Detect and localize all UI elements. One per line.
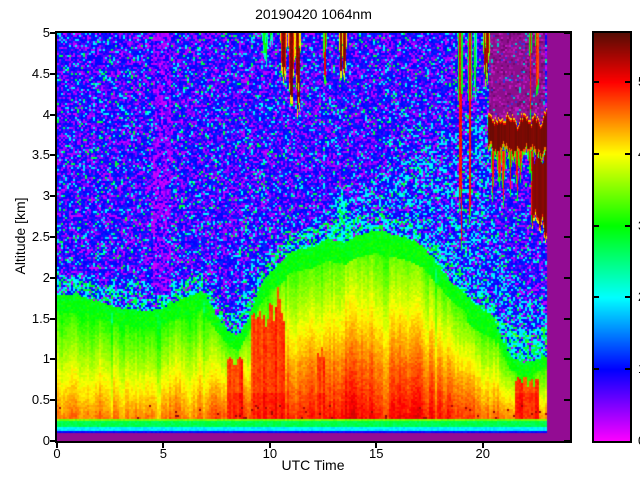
y-tick-mark-right	[564, 236, 570, 238]
x-axis-label: UTC Time	[281, 457, 345, 473]
colorbar-tick-label: 1	[638, 361, 640, 377]
y-tick-mark-right	[564, 154, 570, 157]
y-tick-label: 2.5	[31, 229, 50, 244]
y-tick-mark	[50, 195, 55, 198]
colorbar-canvas	[594, 33, 630, 441]
y-tick-mark	[50, 399, 55, 402]
y-tick-mark	[50, 236, 55, 238]
y-tick-mark	[50, 32, 55, 34]
x-tick-label: 20	[475, 446, 490, 461]
y-tick-mark	[50, 113, 55, 116]
colorbar	[592, 31, 632, 443]
y-tick-label: 1.5	[31, 310, 50, 326]
y-tick-mark-right	[564, 113, 570, 116]
y-tick-mark	[50, 317, 55, 320]
heatmap-canvas	[57, 33, 570, 441]
colorbar-tick-mark-right	[625, 152, 630, 155]
y-tick-mark-right	[564, 440, 570, 442]
x-tick-mark	[162, 443, 165, 448]
colorbar-tick-label: 4	[638, 146, 640, 162]
y-tick-label: 3.5	[31, 147, 50, 163]
x-tick-mark	[268, 443, 271, 448]
y-tick-label: 4.5	[31, 65, 50, 81]
y-tick-label: 0.5	[31, 392, 50, 408]
y-tick-label: 0	[42, 433, 50, 448]
y-tick-mark-right	[564, 317, 570, 320]
colorbar-tick-label: 0	[638, 433, 640, 449]
x-tick-label: 5	[159, 446, 168, 461]
y-tick-mark	[50, 440, 55, 442]
chart-title: 20190420 1064nm	[255, 6, 372, 22]
colorbar-tick-mark-right	[625, 80, 630, 83]
plot-area	[55, 31, 572, 443]
x-tick-label: 15	[369, 446, 384, 461]
colorbar-tick-mark-left	[594, 296, 599, 299]
colorbar-tick-mark-left	[594, 80, 599, 83]
y-tick-label: 3	[42, 188, 50, 204]
y-tick-mark	[50, 358, 55, 361]
x-tick-mark	[481, 443, 484, 448]
y-tick-mark-right	[564, 358, 570, 361]
x-tick-mark	[56, 443, 58, 448]
y-tick-mark-right	[564, 399, 570, 402]
colorbar-tick-mark-left	[594, 224, 599, 227]
colorbar-tick-mark-left	[594, 152, 599, 155]
y-tick-mark-right	[564, 195, 570, 198]
y-tick-mark-right	[564, 276, 570, 279]
y-tick-mark	[50, 72, 55, 75]
y-tick-mark-right	[564, 32, 570, 34]
y-tick-label: 1	[42, 351, 50, 367]
x-tick-label: 0	[53, 446, 61, 461]
colorbar-tick-label: 5	[638, 74, 640, 90]
y-tick-mark	[50, 276, 55, 279]
x-tick-label: 10	[262, 446, 278, 461]
y-tick-label: 5	[42, 25, 50, 40]
colorbar-tick-mark-left	[594, 368, 599, 371]
x-tick-mark	[375, 443, 378, 448]
colorbar-tick-label: 3	[638, 218, 640, 234]
colorbar-tick-label: 2	[638, 289, 640, 305]
y-tick-mark-right	[564, 72, 570, 75]
y-tick-mark	[50, 154, 55, 157]
colorbar-tick-mark-right	[625, 368, 630, 371]
y-tick-label: 2	[42, 269, 50, 285]
y-tick-label: 4	[42, 106, 50, 122]
colorbar-tick-mark-right	[625, 224, 630, 227]
colorbar-tick-mark-right	[625, 296, 630, 299]
